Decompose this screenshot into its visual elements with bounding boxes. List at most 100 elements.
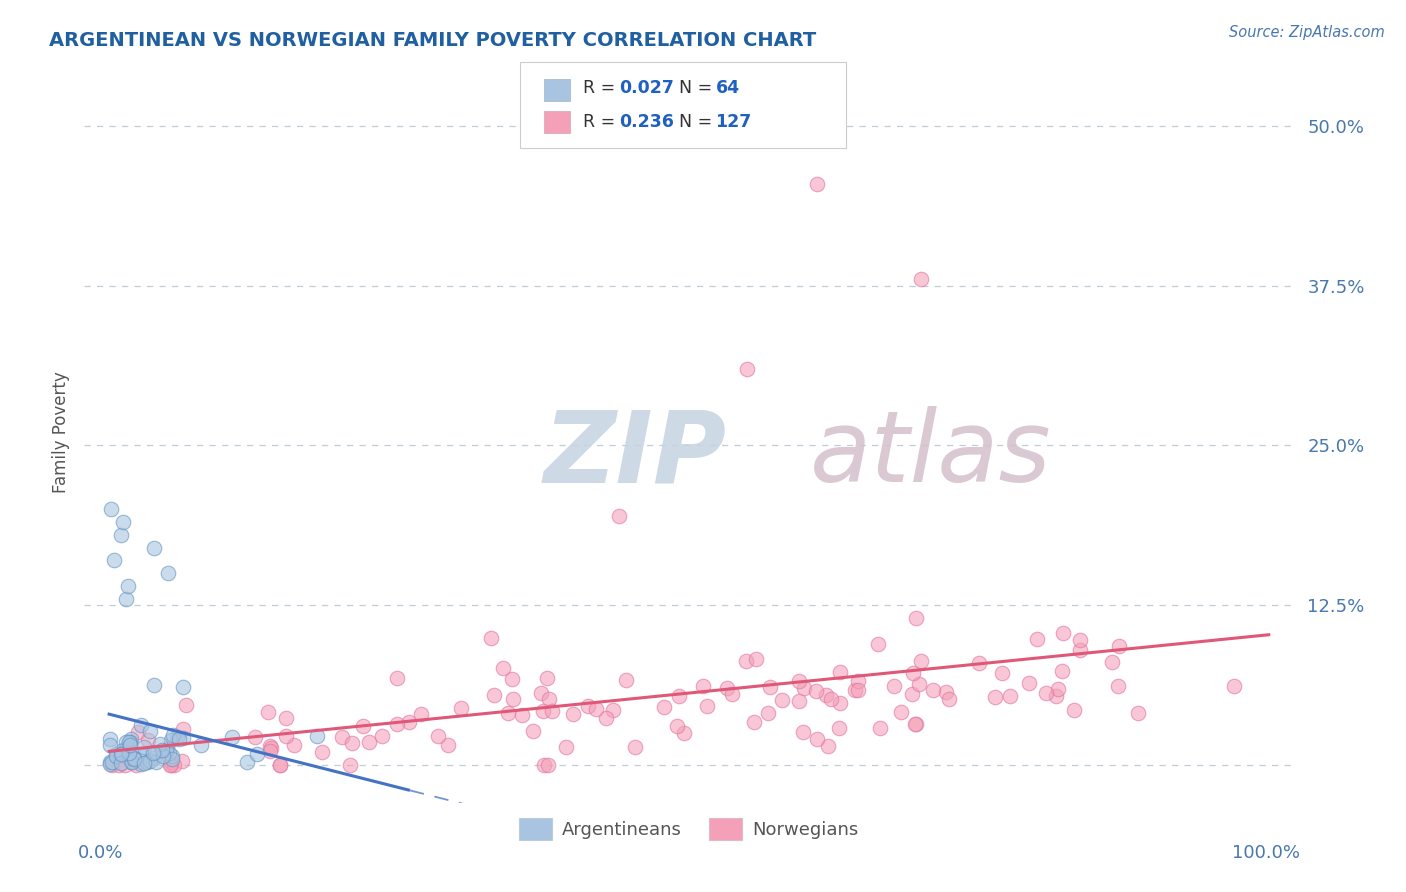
Point	[387, 717, 409, 731]
Point	[110, 747, 132, 761]
Point	[174, 698, 197, 713]
Point	[143, 751, 166, 765]
Point	[984, 690, 1007, 704]
Point	[502, 691, 524, 706]
Text: R =: R =	[582, 79, 620, 97]
Point	[815, 688, 838, 702]
Point	[385, 671, 408, 685]
Point	[921, 683, 943, 698]
Point	[283, 738, 305, 752]
Point	[156, 742, 179, 756]
Point	[118, 735, 141, 749]
Point	[734, 654, 756, 668]
Point	[522, 723, 544, 738]
Point	[246, 747, 269, 761]
Point	[110, 527, 132, 541]
Point	[259, 739, 281, 753]
Point	[172, 731, 194, 745]
Point	[540, 704, 562, 718]
Point	[696, 699, 718, 714]
Point	[114, 591, 136, 606]
Point	[745, 652, 768, 666]
Point	[160, 752, 183, 766]
Point	[122, 751, 145, 765]
Text: ARGENTINEAN VS NORWEGIAN FAMILY POVERTY CORRELATION CHART: ARGENTINEAN VS NORWEGIAN FAMILY POVERTY …	[49, 31, 817, 50]
Point	[190, 738, 212, 752]
Point	[576, 699, 599, 714]
Point	[616, 673, 638, 687]
Point	[869, 721, 891, 735]
Point	[1063, 703, 1085, 717]
Point	[274, 729, 297, 743]
Point	[450, 701, 472, 715]
Point	[537, 757, 560, 772]
Point	[114, 749, 136, 764]
Point	[510, 707, 533, 722]
Point	[115, 741, 138, 756]
Point	[100, 502, 122, 516]
Point	[163, 757, 186, 772]
FancyBboxPatch shape	[520, 62, 846, 147]
Point	[935, 685, 957, 699]
Point	[537, 691, 560, 706]
Point	[101, 757, 124, 772]
Legend: Argentineans, Norwegians: Argentineans, Norwegians	[510, 809, 868, 849]
Point	[124, 757, 146, 772]
Point	[145, 755, 167, 769]
Point	[132, 739, 155, 754]
Point	[967, 656, 990, 670]
Point	[398, 714, 420, 729]
Point	[120, 756, 142, 770]
Point	[340, 736, 363, 750]
Point	[1126, 706, 1149, 720]
Point	[602, 703, 624, 717]
Point	[236, 755, 259, 769]
Point	[149, 737, 172, 751]
Point	[330, 730, 353, 744]
Point	[166, 730, 188, 744]
Point	[155, 743, 177, 757]
Point	[129, 718, 152, 732]
Point	[160, 757, 183, 772]
Point	[830, 696, 852, 710]
Point	[114, 735, 136, 749]
Point	[1069, 643, 1091, 657]
Point	[844, 683, 866, 698]
Point	[787, 674, 810, 689]
Point	[437, 738, 460, 752]
Point	[624, 740, 647, 755]
Point	[479, 632, 502, 646]
Point	[904, 717, 927, 731]
Text: Source: ZipAtlas.com: Source: ZipAtlas.com	[1229, 25, 1385, 40]
Point	[127, 724, 149, 739]
Point	[143, 541, 166, 555]
Point	[157, 746, 180, 760]
Point	[135, 755, 157, 769]
Point	[245, 730, 267, 744]
Point	[105, 748, 128, 763]
Point	[501, 672, 523, 686]
Point	[170, 754, 193, 768]
Point	[371, 729, 394, 743]
Point	[595, 711, 617, 725]
Point	[652, 700, 675, 714]
Point	[129, 757, 152, 772]
Point	[1101, 655, 1123, 669]
Point	[101, 755, 124, 769]
Point	[562, 706, 585, 721]
Point	[759, 680, 782, 694]
Point	[162, 728, 184, 742]
Text: 64: 64	[716, 79, 740, 97]
Point	[409, 707, 432, 722]
Point	[110, 756, 132, 770]
Point	[890, 705, 912, 719]
Point	[339, 757, 361, 772]
Point	[1018, 676, 1040, 690]
Point	[98, 732, 121, 747]
Point	[156, 566, 179, 580]
Point	[108, 757, 131, 772]
Point	[172, 722, 194, 736]
Point	[139, 755, 162, 769]
Point	[269, 757, 291, 772]
Point	[98, 738, 121, 752]
